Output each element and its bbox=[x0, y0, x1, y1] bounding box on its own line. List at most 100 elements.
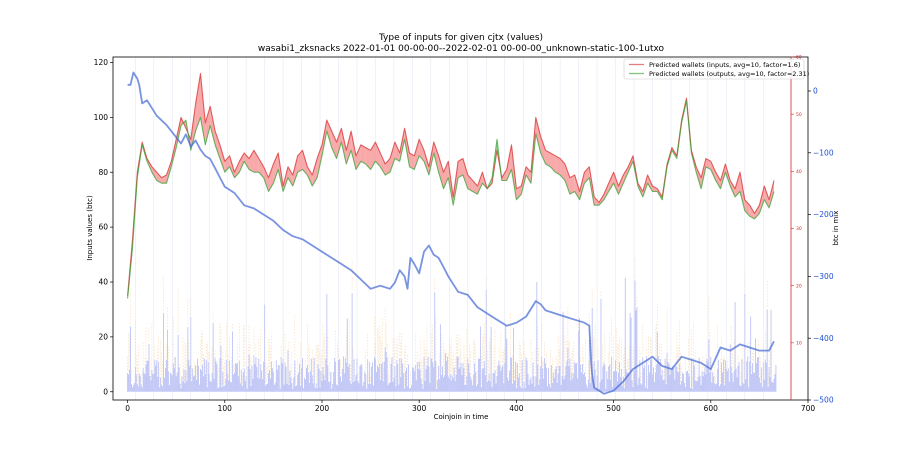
difference-fill-segment bbox=[735, 172, 740, 197]
difference-fill-segment bbox=[477, 172, 483, 195]
y2-tick-label: 60 bbox=[796, 55, 802, 61]
y3-tick-label: −200 bbox=[813, 210, 834, 219]
y-tick-label: 40 bbox=[98, 278, 108, 287]
difference-fill-segment bbox=[331, 131, 337, 159]
difference-fill-segment bbox=[764, 185, 770, 208]
difference-fill-segment bbox=[215, 131, 220, 159]
series-lines-layer bbox=[127, 71, 775, 395]
btc-in-mix-line bbox=[127, 71, 775, 395]
difference-fill-segment bbox=[715, 172, 721, 189]
y3-tick-label: −400 bbox=[813, 334, 834, 343]
plot-frame bbox=[112, 56, 809, 401]
difference-fill-segment bbox=[351, 131, 357, 170]
difference-fill-segment bbox=[603, 183, 609, 200]
difference-fill-segment bbox=[720, 164, 726, 189]
x-axis-label: Coinjoin in time bbox=[434, 413, 489, 421]
difference-fill-segment bbox=[380, 153, 386, 175]
difference-fill-segment bbox=[433, 142, 439, 173]
difference-fill-segment bbox=[628, 155, 634, 173]
y3-tick-label: −500 bbox=[813, 396, 834, 405]
difference-fill-segment bbox=[239, 153, 245, 173]
difference-fill-segment bbox=[419, 139, 425, 162]
difference-fill-segment bbox=[555, 155, 561, 175]
difference-fill-segment bbox=[560, 158, 565, 181]
inner-right-axis-ticks: 10 20 30 40 50 60 bbox=[791, 55, 802, 346]
y2-tick-label: 40 bbox=[796, 169, 802, 175]
difference-fill-segment bbox=[414, 139, 420, 170]
y2-tick-label: 10 bbox=[796, 340, 802, 346]
y-tick-label: 80 bbox=[98, 168, 108, 177]
y-tick-label: 120 bbox=[94, 58, 109, 67]
difference-fill-segment bbox=[516, 185, 522, 200]
x-tick-label: 300 bbox=[412, 404, 427, 413]
difference-fill-segment bbox=[346, 131, 352, 165]
difference-fill-segment bbox=[341, 128, 347, 165]
difference-fill-segment bbox=[472, 180, 478, 195]
difference-fill-segment bbox=[526, 166, 531, 184]
x-axis-ticks: 0 100 200 300 400 500 600 700 bbox=[125, 400, 815, 413]
difference-fill-segment bbox=[375, 142, 381, 167]
y3-tick-label: −300 bbox=[813, 272, 834, 281]
y-tick-label: 60 bbox=[98, 223, 108, 232]
difference-fill-segment bbox=[219, 144, 225, 173]
difference-fill-segment bbox=[394, 142, 400, 162]
x-tick-label: 500 bbox=[606, 404, 621, 413]
difference-fill-segment bbox=[263, 166, 269, 192]
legend-label-outputs: Predicted wallets (outputs, avg=10, fact… bbox=[649, 70, 809, 78]
difference-fill-segment bbox=[360, 144, 366, 165]
legend-box bbox=[623, 58, 805, 80]
x-tick-label: 0 bbox=[125, 404, 130, 413]
y-axis-ticks: 0 20 40 60 80 100 120 bbox=[94, 58, 113, 396]
difference-fill-segment bbox=[574, 174, 580, 200]
difference-fill-segment bbox=[297, 150, 303, 173]
y2-tick-label: 30 bbox=[796, 226, 802, 232]
difference-fill-segment bbox=[754, 205, 760, 219]
difference-fill-segment bbox=[613, 172, 619, 195]
difference-fill-segment bbox=[545, 150, 551, 167]
difference-fill-segment bbox=[205, 106, 211, 145]
legend-label-inputs: Predicted wallets (inputs, avg=10, facto… bbox=[649, 61, 800, 69]
y2-tick-label: 50 bbox=[796, 112, 802, 118]
x-tick-label: 200 bbox=[315, 404, 330, 413]
difference-fill-segment bbox=[385, 158, 391, 175]
y3-tick-label: 0 bbox=[813, 87, 818, 96]
difference-fill-segment bbox=[462, 158, 468, 189]
y-axis-label: Inputs values (btc) bbox=[86, 195, 94, 261]
difference-fill-segment bbox=[356, 144, 361, 170]
difference-fill-segment bbox=[307, 166, 313, 186]
input-bars-layer bbox=[127, 257, 777, 392]
difference-fill-segment bbox=[151, 166, 157, 181]
difference-fill-segment bbox=[564, 164, 570, 195]
difference-fill-segment bbox=[730, 180, 736, 197]
difference-fill-segment bbox=[608, 172, 614, 192]
difference-fill-segment bbox=[467, 174, 473, 192]
difference-fill-segment bbox=[705, 158, 711, 170]
y2-tick-label: 20 bbox=[796, 283, 802, 289]
y-tick-label: 100 bbox=[94, 113, 109, 122]
outputs-line bbox=[127, 100, 775, 299]
legend: Predicted wallets (inputs, avg=10, facto… bbox=[623, 58, 809, 80]
difference-fill-segment bbox=[438, 155, 444, 189]
difference-fill-segment bbox=[365, 147, 371, 170]
difference-fill-segment bbox=[390, 142, 395, 173]
y-tick-label: 20 bbox=[98, 332, 108, 341]
difference-fill-segment bbox=[535, 117, 541, 154]
difference-fill-segment bbox=[210, 106, 216, 145]
x-tick-label: 700 bbox=[801, 404, 816, 413]
difference-fill-segment bbox=[249, 150, 254, 173]
difference-fill-segment bbox=[156, 172, 162, 184]
difference-fill-segment bbox=[584, 166, 590, 184]
difference-fill-segment bbox=[569, 174, 575, 195]
x-tick-label: 100 bbox=[218, 404, 233, 413]
difference-fill-segment bbox=[253, 150, 259, 173]
difference-fill-segment bbox=[326, 120, 332, 148]
difference-fill-segment bbox=[244, 153, 250, 170]
difference-fill-segment bbox=[195, 73, 201, 132]
chart-subtitle: wasabi1_zksnacks 2022-01-01 00-00-00--20… bbox=[258, 44, 665, 54]
vertical-gridlines bbox=[135, 57, 764, 400]
difference-fill-segment bbox=[336, 128, 342, 159]
difference-fill-segment bbox=[409, 153, 415, 170]
difference-fill-segment bbox=[652, 185, 658, 192]
difference-fill-segment bbox=[744, 199, 750, 217]
